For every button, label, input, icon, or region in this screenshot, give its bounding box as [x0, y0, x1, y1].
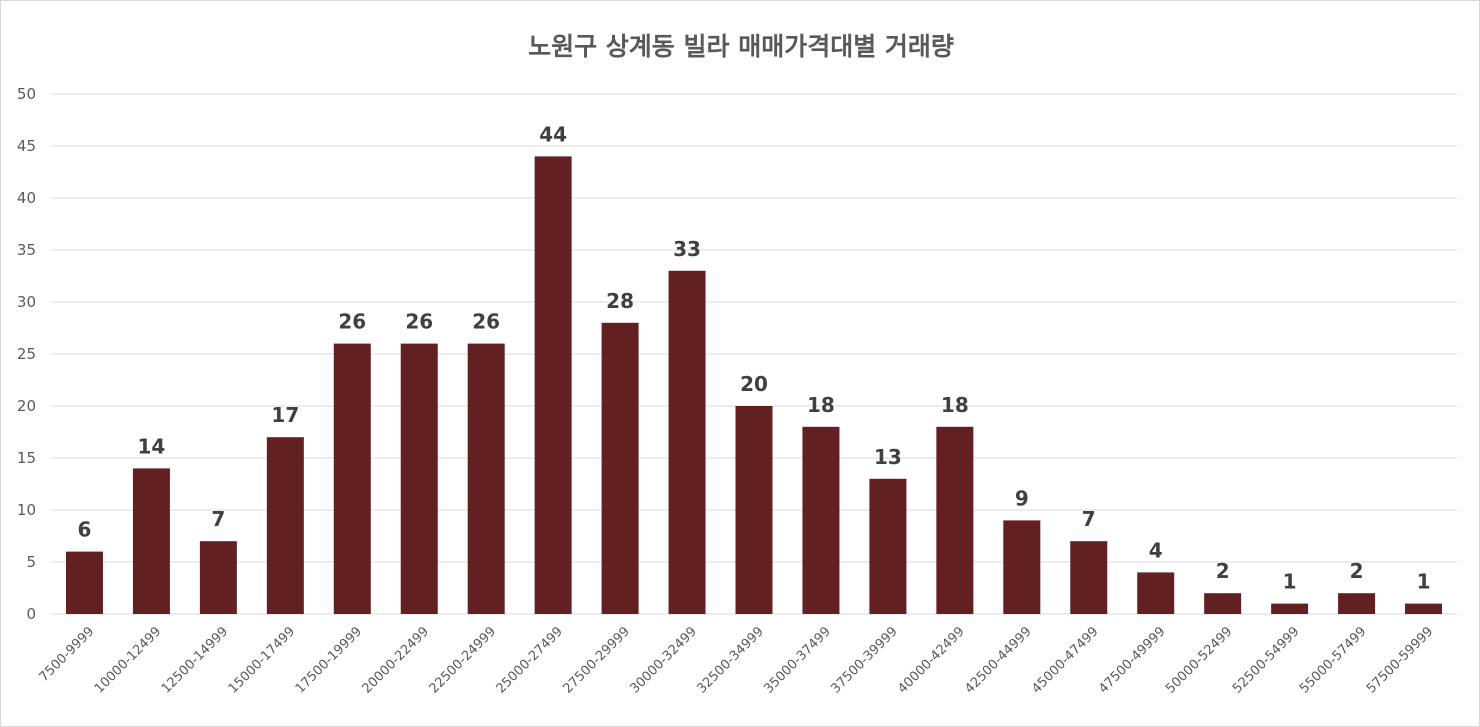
data-label: 20	[740, 372, 768, 396]
data-label: 2	[1350, 559, 1364, 583]
bar	[534, 156, 572, 614]
y-tick-label: 10	[17, 501, 36, 519]
bar	[333, 343, 371, 614]
bar	[1338, 593, 1376, 614]
x-tick-label: 37500-39999	[828, 624, 900, 696]
bar	[467, 343, 505, 614]
x-tick-label: 7500-9999	[37, 624, 98, 685]
x-tick-label: 40000-42499	[895, 624, 967, 696]
x-tick-label: 47500-49999	[1096, 624, 1168, 696]
bar	[936, 426, 974, 614]
chart-title: 노원구 상계동 빌라 매매가격대별 거래량	[528, 32, 954, 61]
bar	[869, 478, 907, 614]
x-tick-label: 52500-54999	[1230, 624, 1302, 696]
y-tick-label: 40	[17, 189, 36, 207]
data-label: 1	[1283, 570, 1297, 594]
y-tick-label: 0	[26, 605, 36, 623]
bar	[735, 406, 773, 614]
x-tick-label: 35000-37499	[761, 624, 833, 696]
bar	[802, 426, 840, 614]
bar	[601, 322, 639, 614]
data-label: 7	[211, 507, 225, 531]
x-tick-label: 55000-57499	[1297, 624, 1369, 696]
y-tick-label: 25	[17, 345, 36, 363]
data-label: 13	[874, 445, 902, 469]
data-label: 26	[472, 310, 500, 334]
x-tick-label: 22500-24999	[427, 624, 499, 696]
y-tick-label: 35	[17, 241, 36, 259]
bar	[1271, 603, 1309, 614]
data-label: 9	[1015, 486, 1029, 510]
x-tick-label: 42500-44999	[962, 624, 1034, 696]
y-tick-label: 45	[17, 137, 36, 155]
bar	[1003, 520, 1041, 614]
bar	[1405, 603, 1443, 614]
data-label: 1	[1417, 570, 1431, 594]
x-tick-label: 17500-19999	[293, 624, 365, 696]
bar	[132, 468, 170, 614]
x-tick-label: 10000-12499	[92, 624, 164, 696]
y-tick-label: 50	[17, 85, 36, 103]
data-label: 33	[673, 237, 701, 261]
y-tick-label: 20	[17, 397, 36, 415]
bar	[668, 270, 706, 614]
data-label: 7	[1082, 507, 1096, 531]
data-label: 18	[941, 393, 969, 417]
y-tick-label: 5	[26, 553, 36, 571]
data-label: 28	[606, 289, 634, 313]
data-label: 44	[539, 122, 567, 146]
bar	[266, 437, 304, 614]
x-tick-label: 30000-32499	[627, 624, 699, 696]
x-tick-label: 57500-59999	[1364, 624, 1436, 696]
x-tick-label: 50000-52499	[1163, 624, 1235, 696]
data-label: 26	[338, 310, 366, 334]
data-label: 6	[78, 518, 92, 542]
bar	[1070, 541, 1108, 614]
x-tick-label: 12500-14999	[159, 624, 231, 696]
y-tick-label: 30	[17, 293, 36, 311]
data-label: 2	[1216, 559, 1230, 583]
data-label: 18	[807, 393, 835, 417]
bar	[199, 541, 237, 614]
x-tick-label: 20000-22499	[360, 624, 432, 696]
bar	[65, 551, 103, 614]
data-label: 26	[405, 310, 433, 334]
x-tick-label: 27500-29999	[561, 624, 633, 696]
x-tick-label: 45000-47499	[1029, 624, 1101, 696]
bar	[400, 343, 438, 614]
data-label: 17	[271, 403, 299, 427]
bar	[1137, 572, 1175, 614]
x-tick-label: 32500-34999	[694, 624, 766, 696]
data-label: 14	[138, 434, 166, 458]
bar	[1204, 593, 1242, 614]
data-label: 4	[1149, 538, 1163, 562]
x-tick-label: 15000-17499	[226, 624, 298, 696]
y-tick-label: 15	[17, 449, 36, 467]
x-tick-label: 25000-27499	[494, 624, 566, 696]
